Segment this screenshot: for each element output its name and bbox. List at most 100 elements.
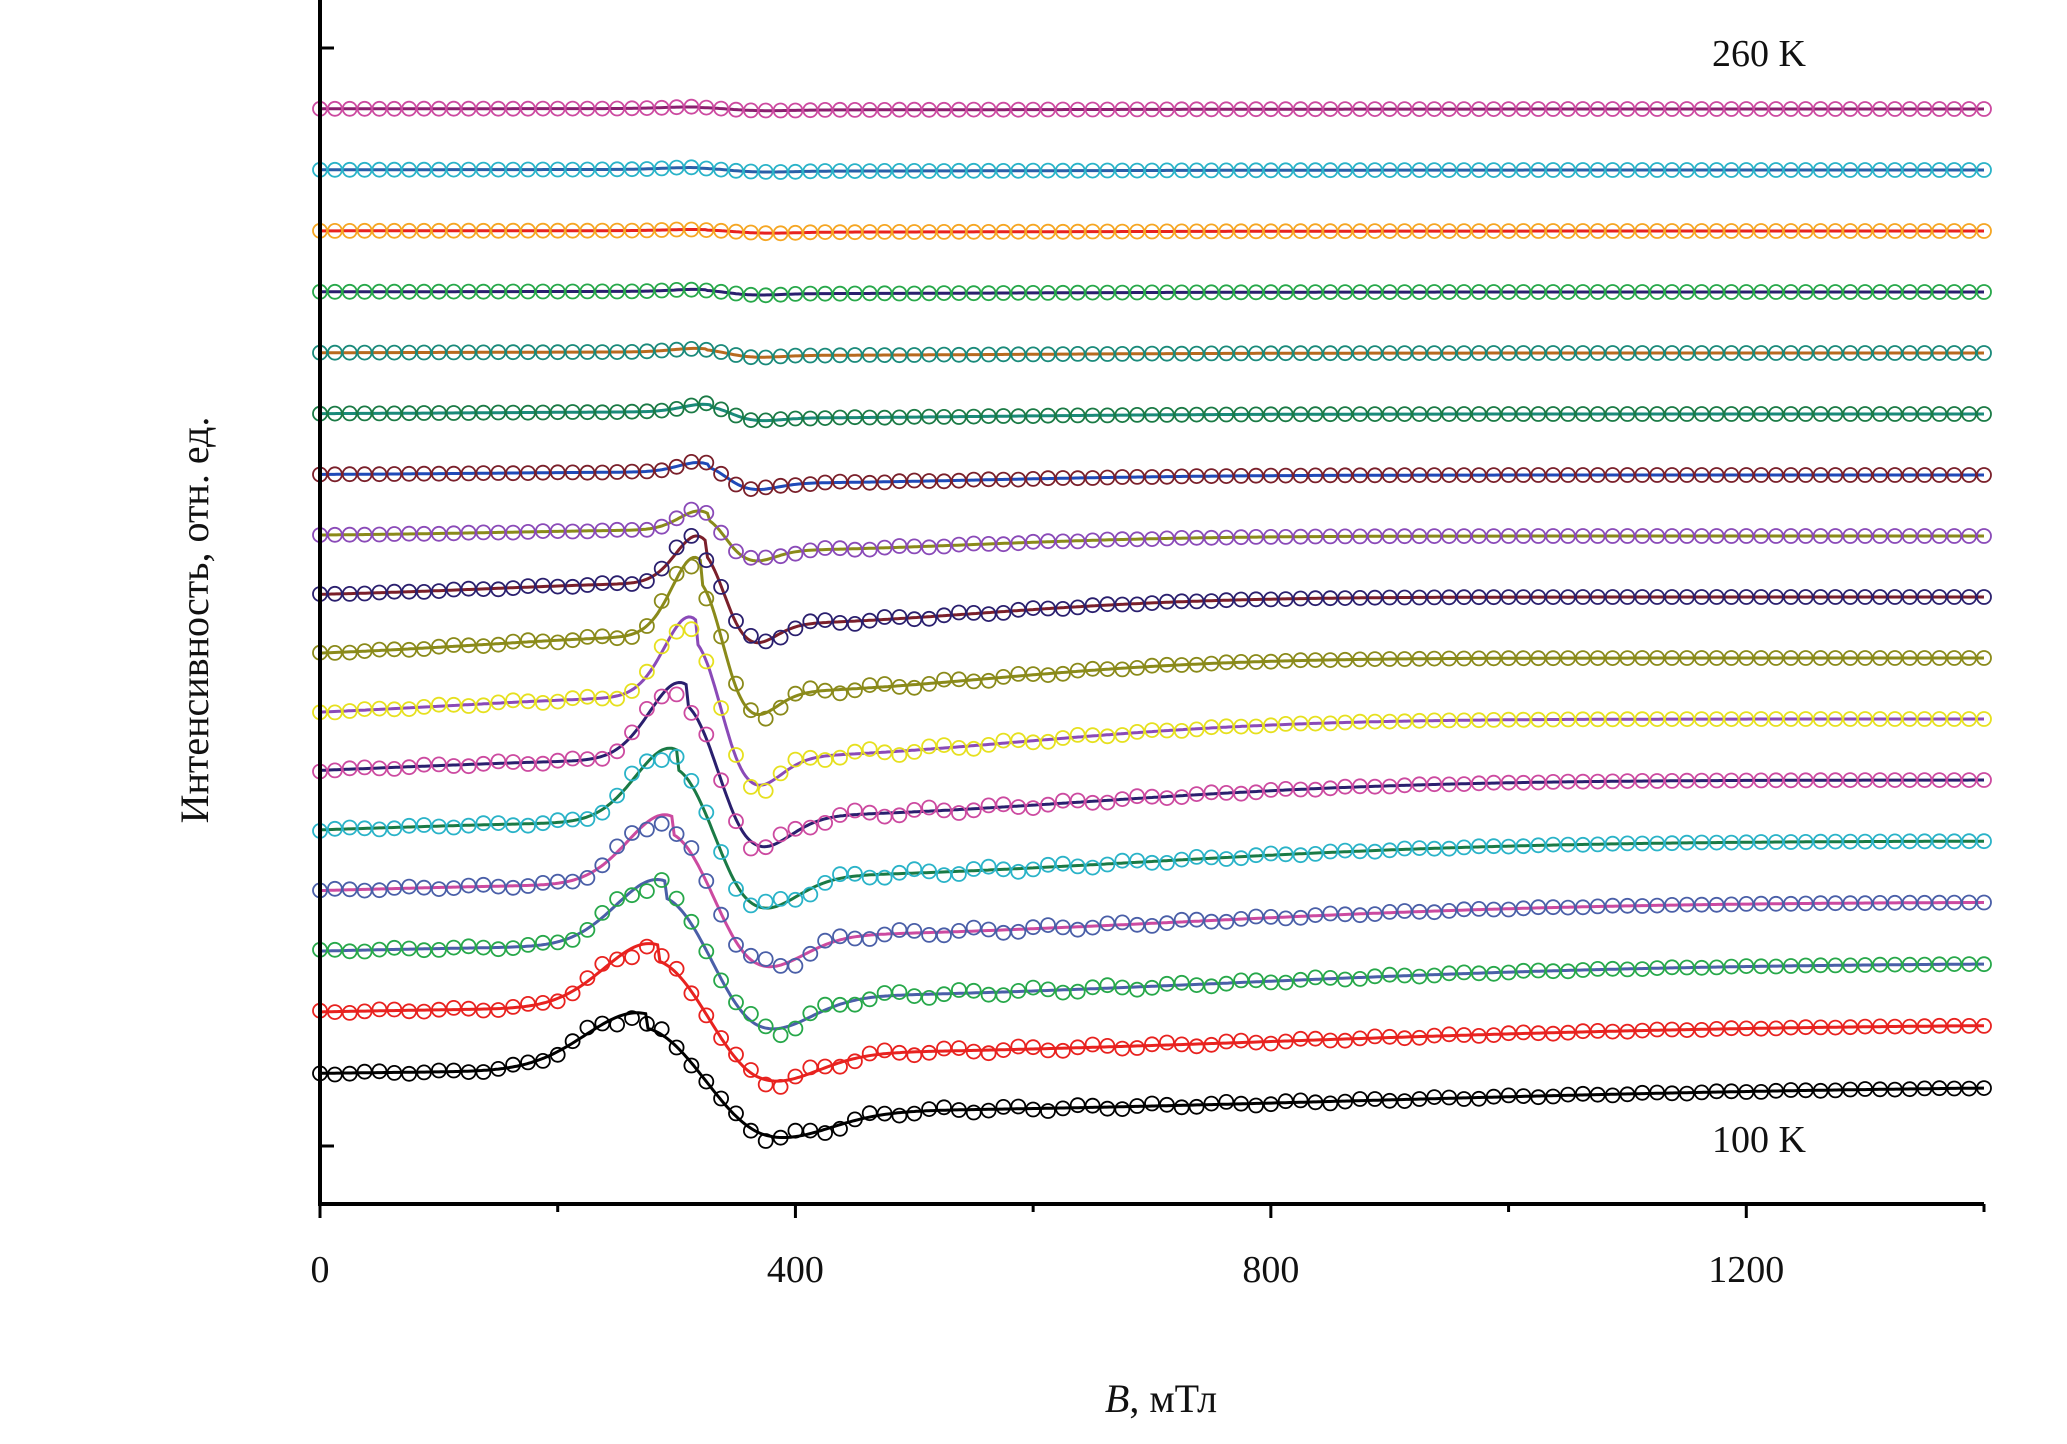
data-point [1797, 772, 1814, 789]
data-point [713, 465, 729, 482]
data-point [579, 161, 596, 178]
data-point [1768, 1020, 1784, 1037]
data-point [1233, 718, 1249, 735]
data-point [1010, 601, 1027, 618]
fit-line [320, 166, 1984, 174]
fit-line [319, 877, 1984, 1031]
data-point [832, 928, 848, 945]
data-point [1307, 590, 1324, 607]
data-point [1857, 833, 1873, 850]
data-point [1872, 528, 1888, 544]
data-point [1248, 718, 1264, 735]
data-point [624, 403, 640, 420]
data-point [1055, 919, 1071, 936]
data-point [1173, 911, 1190, 928]
data-point [653, 752, 670, 768]
data-point [1411, 589, 1428, 606]
data-point [624, 683, 640, 699]
data-point [1040, 917, 1056, 933]
data-point [802, 542, 819, 559]
data-point [1485, 345, 1502, 361]
data-point [995, 162, 1012, 179]
data-point [1040, 733, 1056, 750]
data-point [579, 464, 596, 481]
data-point [1114, 852, 1131, 869]
data-point [861, 869, 878, 886]
data-point [1069, 858, 1086, 875]
data-point [1248, 908, 1264, 925]
data-point [921, 799, 937, 816]
data-point [1664, 959, 1680, 976]
data-point [371, 882, 388, 899]
data-point [1129, 852, 1145, 869]
data-point [1411, 1091, 1428, 1107]
data-point [698, 590, 715, 607]
data-point [1441, 965, 1457, 982]
data-point [564, 932, 581, 948]
data-point [1277, 653, 1294, 669]
data-point [817, 410, 833, 427]
data-point [1233, 654, 1249, 670]
data-point [757, 225, 774, 242]
data-point [1753, 589, 1769, 605]
data-point [713, 401, 729, 418]
data-point [371, 760, 388, 777]
data-point [1485, 528, 1502, 544]
data-point [1233, 972, 1249, 989]
data-point [817, 932, 833, 949]
data-point [876, 869, 893, 886]
data-point [1218, 975, 1235, 992]
data-point [1456, 964, 1472, 981]
data-point [1233, 591, 1249, 608]
data-point [1069, 1039, 1086, 1056]
data-point [951, 923, 967, 939]
data-point [1768, 406, 1784, 422]
series-2 [312, 872, 1992, 1044]
data-point [1248, 972, 1264, 989]
data-point [1069, 533, 1086, 550]
data-point [1768, 711, 1784, 727]
data-point [1768, 772, 1784, 789]
data-point [386, 761, 403, 777]
data-point [475, 100, 492, 117]
data-point [1381, 406, 1398, 423]
data-point [1173, 406, 1190, 423]
data-point [743, 1006, 759, 1022]
data-point [1144, 469, 1160, 485]
data-point [1144, 722, 1160, 738]
data-point [624, 283, 640, 300]
data-point [1768, 958, 1784, 975]
data-point [1352, 651, 1368, 668]
data-point [1114, 1040, 1131, 1057]
data-point [1827, 589, 1844, 605]
data-point [1723, 406, 1740, 422]
fit-line [320, 105, 1984, 113]
data-point [653, 342, 670, 359]
data-point [1069, 345, 1086, 362]
data-point [713, 344, 729, 360]
data-point [1352, 223, 1368, 240]
data-point [1248, 784, 1264, 801]
data-point [1188, 721, 1205, 738]
data-point [1545, 345, 1561, 361]
data-point [1233, 284, 1249, 301]
data-point [1173, 468, 1190, 485]
data-point [728, 675, 744, 692]
data-point [639, 573, 655, 589]
data-point [891, 538, 908, 554]
data-point [430, 942, 447, 958]
data-point [1040, 101, 1056, 118]
data-point [1456, 650, 1472, 667]
series-0 [312, 1010, 1992, 1149]
data-point [475, 697, 492, 714]
data-point [1768, 284, 1784, 300]
data-point [416, 641, 432, 657]
data-point [668, 826, 685, 842]
data-point [639, 701, 655, 717]
data-point [1069, 792, 1086, 809]
data-point [624, 222, 640, 239]
data-point [1277, 974, 1294, 991]
data-point [430, 583, 447, 599]
data-point [430, 638, 447, 655]
data-point [475, 638, 492, 654]
